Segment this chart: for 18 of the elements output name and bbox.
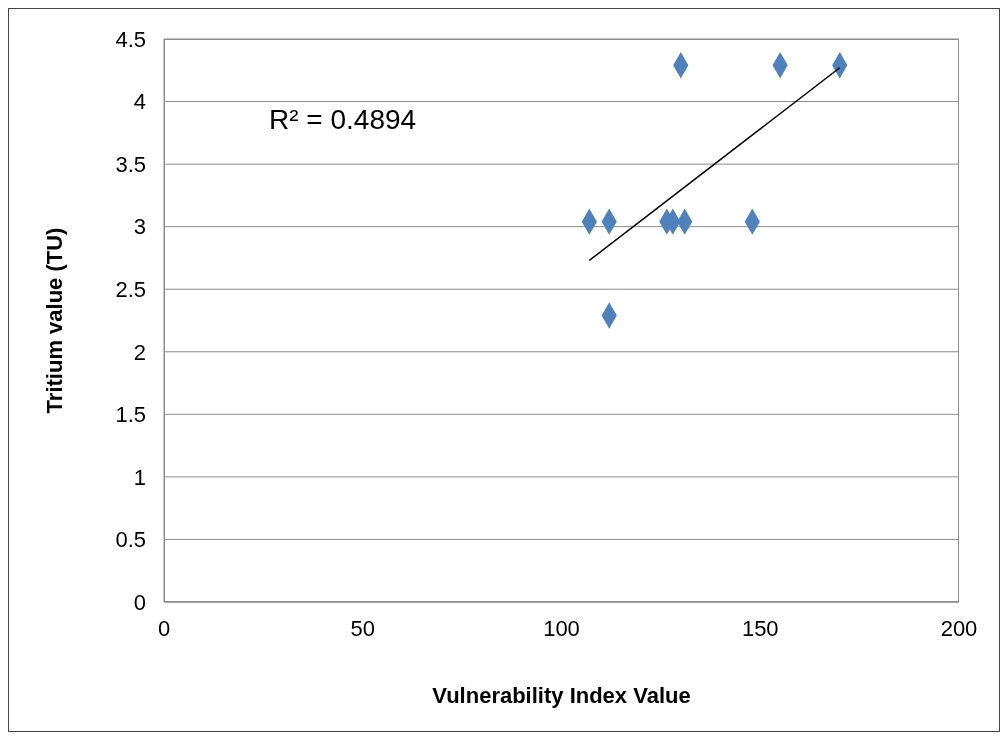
x-tick-label: 50	[350, 615, 375, 641]
x-axis-title: Vulnerability Index Value	[432, 683, 691, 708]
y-tick-label: 0.5	[115, 527, 146, 553]
x-tick-label: 200	[940, 615, 978, 641]
x-tick-label: 150	[741, 615, 779, 641]
y-tick-label: 2	[133, 339, 146, 365]
y-tick-label: 4	[133, 89, 146, 115]
y-tick-label: 0	[133, 589, 146, 615]
y-tick-label: 3	[133, 214, 146, 240]
y-tick-label: 1.5	[115, 402, 146, 428]
x-tick-label: 0	[157, 615, 171, 641]
x-tick-label: 100	[543, 615, 580, 641]
y-tick-label: 3.5	[115, 151, 146, 177]
y-tick-label: 4.5	[115, 26, 146, 52]
y-tick-label: 1	[133, 464, 146, 490]
y-axis-title: Tritium value (TU)	[41, 227, 67, 414]
y-tick-label: 2.5	[115, 277, 146, 303]
annotation: R² = 0.4894	[269, 104, 417, 136]
